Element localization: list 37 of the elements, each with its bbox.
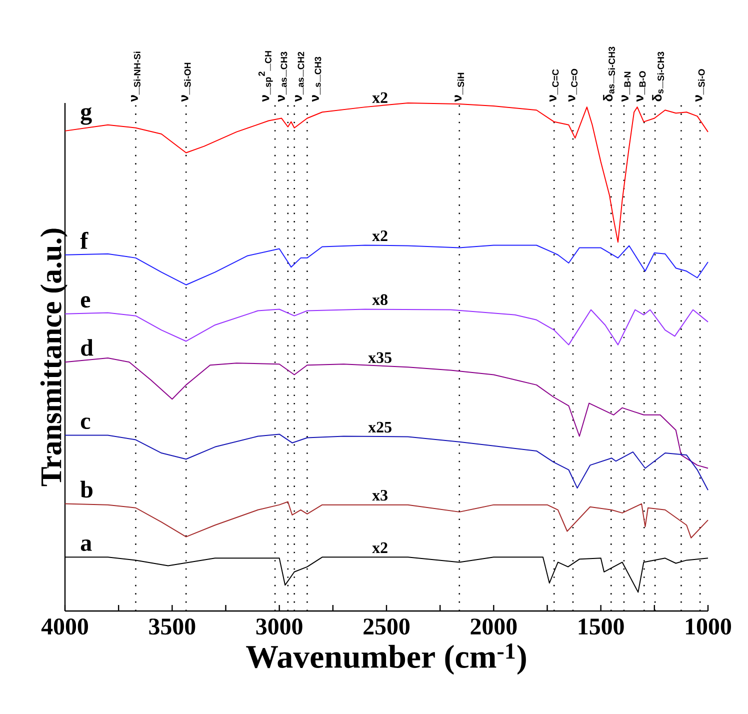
annotation: x8: [372, 294, 388, 306]
ref-line-label: ν_$_{sp}$$^{2}$_$_{CH}$: [258, 51, 273, 102]
annotation: x25: [368, 422, 392, 433]
series-label: d: [81, 339, 94, 356]
x-tick-label: 1500: [578, 618, 624, 635]
ref-line-label: ν_$_{s}$_$_{CH3}$: [312, 56, 322, 102]
ref-line-label: ν_$_{C=C}$: [550, 69, 559, 102]
ref-line-label: ν_$_{B-N}$: [622, 72, 631, 102]
ref-line-label: ν_$_{as}$_$_{CH2}$: [295, 52, 304, 102]
series-label: f: [80, 232, 88, 249]
x-tick-label: 4000: [41, 618, 88, 635]
text: x2: [372, 92, 388, 103]
x-tick-label: 2500: [364, 618, 410, 635]
annotation: x2: [372, 230, 388, 242]
ref-line-label: ν_$_{Si-NH-Si}$: [131, 52, 140, 102]
annotation: x35: [368, 352, 392, 363]
series-label: c: [80, 418, 90, 430]
x-tick-label: 2000: [470, 618, 517, 635]
series-label: g: [80, 107, 92, 125]
annotation: x2: [372, 542, 388, 553]
x-axis-title: Wavenumber (cm$^{-1}$): [246, 643, 526, 675]
ref-line-label: δ$_{as}$_$_{Si-CH3}$: [603, 46, 616, 102]
ref-line-label: ν_$_{B-O}$: [636, 71, 646, 102]
x-tick-label: 1000: [686, 618, 731, 635]
series-label: e: [80, 296, 90, 308]
annotation: x3: [372, 490, 388, 501]
x-tick-label: 3500: [149, 618, 196, 635]
ref-line-label: ν_$_{Si-O}$: [695, 69, 705, 102]
y-axis-title: Transmittance (a.u.): [40, 228, 68, 486]
ref-line-label: ν_$_{C=O}$: [568, 68, 578, 102]
series-label: a: [80, 540, 92, 551]
ref-line-label: ν_$_{Si-OH}$: [181, 62, 191, 102]
x-tick-label: 3000: [256, 618, 302, 635]
ref-line-label: δ$_{s}$_$_{Si-CH3}$: [652, 52, 664, 102]
series-label: b: [80, 480, 92, 498]
ref-line-label: ν_$_{as}$_$_{CH3}$: [278, 52, 288, 102]
ref-line-label: ν_$_{SiH}$: [454, 72, 464, 102]
